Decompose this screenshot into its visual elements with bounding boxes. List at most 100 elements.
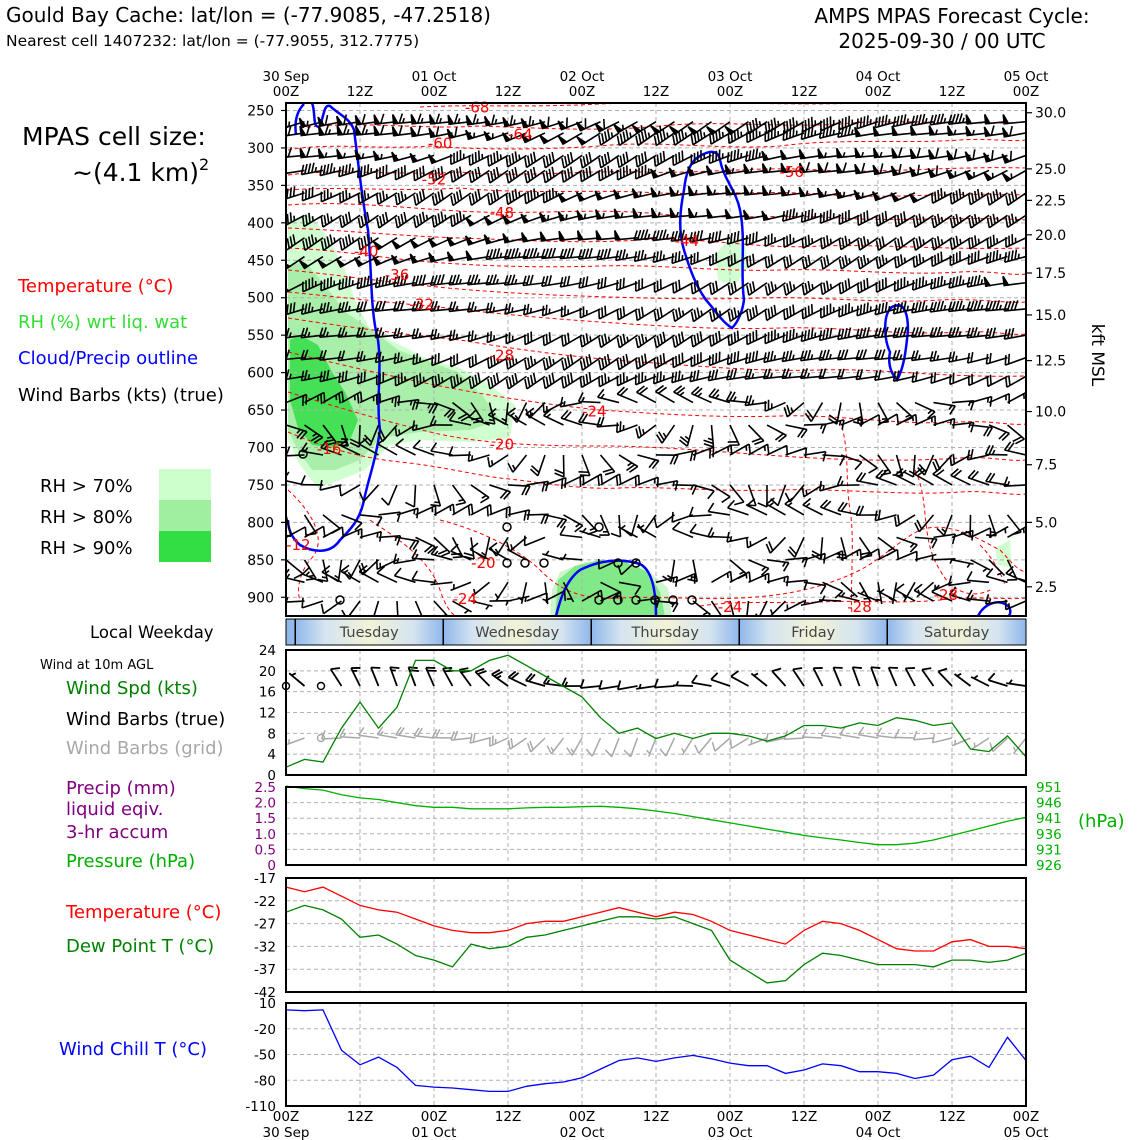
wind-barb — [766, 575, 789, 587]
pressure-tick: 650 — [247, 403, 274, 419]
wind-barb — [894, 211, 916, 228]
wind-barb — [357, 211, 379, 229]
wind-barb — [524, 372, 546, 390]
wind-barb — [985, 567, 1008, 584]
wind-barb — [820, 235, 842, 250]
wind-barb — [933, 417, 956, 429]
axis-tick: 16 — [259, 685, 276, 701]
wind-barb — [892, 349, 916, 361]
wind-barb — [448, 301, 472, 313]
wind-barb — [338, 276, 361, 291]
wind-barb — [822, 454, 846, 466]
wind-barb-grid — [526, 737, 546, 753]
wind-barb — [559, 525, 583, 539]
wind-barb-true — [887, 666, 898, 687]
wind-barb — [904, 454, 916, 478]
wind-barb — [559, 247, 583, 260]
wind-barb — [893, 277, 916, 292]
wind-barb — [929, 300, 953, 313]
wind-barb — [374, 327, 398, 339]
calm-marker — [502, 558, 512, 568]
wind-barb — [932, 467, 953, 486]
wind-barb — [876, 588, 897, 602]
wind-barb — [375, 164, 398, 180]
wind-barb — [765, 536, 787, 554]
temperature-contour-label: -24 — [582, 403, 607, 421]
wind-barb — [725, 368, 749, 381]
wind-barb — [895, 583, 916, 602]
wind-barb — [671, 279, 694, 294]
wind-barb — [1005, 213, 1026, 229]
wind-barb — [931, 213, 953, 229]
wind-barb — [761, 210, 786, 222]
wind-barb — [894, 467, 916, 486]
weekday-cell — [591, 619, 740, 645]
wind-barb — [725, 391, 749, 404]
wind-barb — [520, 132, 546, 144]
wind-barb — [803, 552, 826, 564]
wind-barb — [376, 211, 398, 229]
axis-tick: 8 — [267, 726, 276, 742]
wind-barb — [711, 570, 733, 583]
wind-barb-grid — [489, 735, 509, 747]
wind-axis: 0 4 8 12 16 20 24 — [259, 643, 276, 784]
wind-barb — [504, 302, 527, 315]
wind-barb — [707, 502, 731, 516]
wind-barb — [840, 581, 859, 598]
axis-tick: -110 — [245, 1099, 276, 1115]
wind-barb — [984, 327, 1008, 340]
wind-barb-true — [616, 680, 638, 691]
wind-barb — [597, 165, 620, 182]
wind-barb — [394, 372, 416, 387]
wind-barb — [338, 484, 361, 497]
wind-barb — [563, 514, 584, 533]
wind-barb — [526, 513, 550, 525]
wind-barb — [600, 473, 622, 486]
wind-barb — [613, 121, 638, 134]
wind-barb — [507, 595, 530, 603]
wind-barb — [859, 548, 881, 561]
wind-barb — [656, 424, 676, 444]
wind-barb — [745, 231, 768, 246]
wind-barb — [913, 583, 934, 602]
wind-barb — [320, 213, 342, 228]
pressure-tick: 900 — [247, 590, 274, 606]
time-label-hour: 12Z — [791, 84, 817, 100]
wind-barb — [430, 579, 453, 586]
wind-barb — [947, 575, 971, 587]
wind-barb-grid — [585, 737, 602, 757]
wind-barb — [836, 368, 860, 380]
wind-barb — [951, 529, 974, 541]
wind-barb — [618, 581, 642, 596]
wind-barb — [930, 251, 953, 268]
dewpoint-panel-label: Dew Point T (°C) — [66, 936, 214, 957]
wind-barb — [835, 537, 848, 560]
wind-barb — [746, 281, 768, 296]
wind-barb — [709, 330, 731, 347]
wind-barb — [483, 114, 509, 127]
wind-barb — [374, 275, 398, 289]
wind-barb — [506, 547, 527, 561]
wind-barb — [1004, 599, 1026, 611]
wind-barb — [819, 303, 842, 319]
wind-barb — [690, 150, 712, 166]
wind-barb — [911, 371, 934, 383]
axis-tick: 20 — [259, 664, 276, 680]
wind-barb-true — [653, 678, 675, 689]
time-label-hour: 00Z — [865, 84, 891, 100]
pressure-tick: 946 — [1036, 796, 1062, 812]
wind-barb — [781, 350, 805, 363]
wind-barb — [430, 484, 442, 507]
wind-barb — [678, 424, 694, 447]
wind-barb — [505, 166, 527, 184]
calm-marker — [687, 595, 697, 605]
wind-barb — [690, 251, 712, 266]
wind-barb — [396, 536, 420, 550]
cloud-outline-mid — [679, 150, 746, 330]
wind-barb — [577, 247, 601, 260]
axis-tick: 1.0 — [255, 827, 276, 843]
wind-barb — [914, 415, 937, 426]
time-label-hour: 00Z — [569, 1109, 595, 1125]
nearest-cell-line: Nearest cell 1407232: lat/lon = (-77.905… — [6, 32, 419, 50]
